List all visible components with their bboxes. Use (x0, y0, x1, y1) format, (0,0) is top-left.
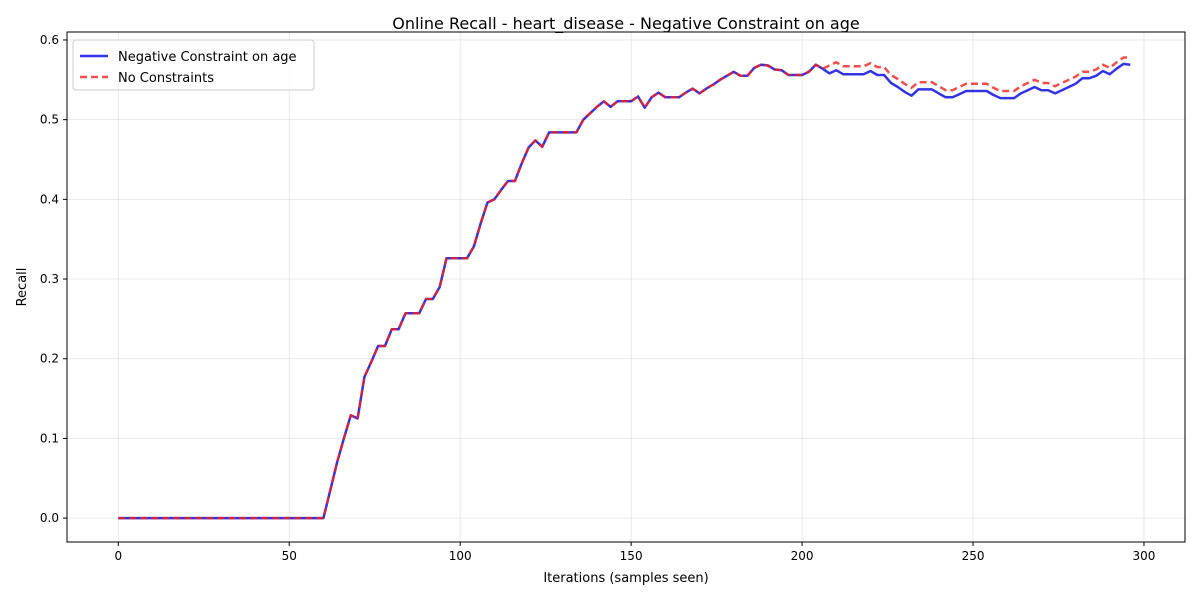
y-tick-label: 0.1 (40, 431, 59, 445)
x-tick-label: 250 (962, 549, 985, 563)
y-tick-label: 0.5 (40, 113, 59, 127)
y-axis-label: Recall (15, 268, 30, 307)
y-tick-label: 0.0 (40, 511, 59, 525)
x-tick-label: 50 (282, 549, 297, 563)
legend: Negative Constraint on age No Constraint… (72, 39, 315, 91)
x-tick-label: 100 (449, 549, 472, 563)
legend-label-negative-constraint: Negative Constraint on age (118, 50, 297, 65)
legend-box (72, 39, 315, 91)
x-tick-label: 0 (114, 549, 122, 563)
series-line-no-constraints (118, 56, 1131, 520)
ticks: 0 50 100 150 200 250 300 0.0 0.1 0.2 0.3 0.4 0.5 0.6 (40, 33, 1156, 563)
x-tick-label: 300 (1133, 549, 1156, 563)
plot-frame (66, 31, 1186, 543)
x-tick-label: 150 (620, 549, 643, 563)
y-tick-label: 0.3 (40, 272, 59, 286)
y-tick-label: 0.6 (40, 33, 59, 47)
series-layer (118, 56, 1131, 520)
legend-label-no-constraints: No Constraints (118, 71, 214, 86)
y-tick-label: 0.4 (40, 192, 59, 206)
x-axis-label: Iterations (samples seen) (543, 571, 708, 586)
y-tick-label: 0.2 (40, 352, 59, 366)
chart-title: Online Recall - heart_disease - Negative… (392, 14, 859, 34)
x-tick-label: 200 (791, 549, 814, 563)
